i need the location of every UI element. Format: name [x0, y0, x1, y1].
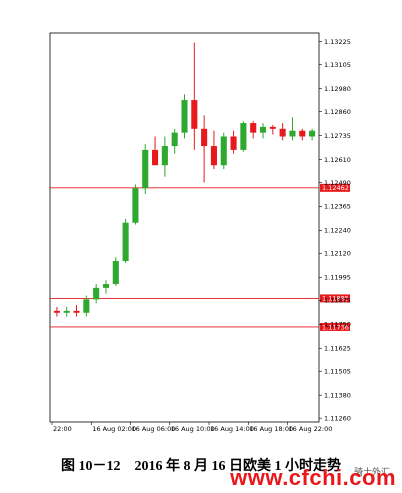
- candle: [73, 305, 80, 317]
- candle: [171, 128, 178, 154]
- candle-body: [83, 299, 90, 313]
- candle-body: [142, 149, 149, 189]
- y-tick-label: 1.11505: [324, 368, 351, 376]
- candle: [220, 132, 227, 170]
- candle: [152, 136, 159, 166]
- candle-body: [171, 132, 178, 147]
- candle-body: [250, 123, 257, 133]
- candle-body: [230, 136, 237, 150]
- y-tick-label: 1.11380: [324, 391, 351, 399]
- candle-body: [93, 287, 100, 300]
- candle: [63, 307, 70, 317]
- candle-body: [161, 146, 168, 166]
- candle-body: [259, 126, 267, 133]
- y-tick-label: 1.11750: [324, 321, 351, 329]
- watermark-tag: 骑士外汇: [353, 468, 390, 478]
- horizontal-levels: 1.12462 1.11885 1.11736: [50, 183, 350, 331]
- candles: [53, 42, 316, 317]
- candle: [122, 218, 129, 263]
- level-tag: [320, 322, 350, 331]
- y-tick-label: 1.12610: [324, 156, 351, 164]
- y-tick-label: 1.12980: [324, 85, 351, 93]
- candle: [230, 130, 237, 154]
- y-tick-label: 1.11625: [324, 345, 351, 353]
- plot-area: [49, 32, 320, 423]
- candle-body: [181, 100, 188, 133]
- y-tick-label: 1.12365: [324, 203, 351, 211]
- candle: [93, 284, 100, 304]
- candle-body: [309, 130, 316, 137]
- candle-body: [152, 149, 159, 166]
- candle-body: [63, 310, 70, 313]
- candle: [309, 128, 316, 141]
- level-tag: [320, 294, 350, 303]
- y-tick-label: 1.12860: [324, 108, 351, 116]
- candle: [191, 42, 198, 150]
- y-axis: 1.13225 1.13105 1.12980 1.12860 1.12735 1.126…: [319, 38, 351, 422]
- candle-body: [279, 128, 286, 137]
- x-tick-label: 16 Aug 22:00: [289, 425, 333, 433]
- level-label: 1.11736: [322, 323, 349, 331]
- level-tag: [320, 183, 350, 192]
- candle: [210, 130, 217, 170]
- candle: [201, 115, 208, 183]
- candle-body: [220, 136, 227, 166]
- candle-body: [240, 123, 247, 150]
- y-tick-label: 1.12240: [324, 227, 351, 235]
- y-tick-label: 1.12490: [324, 179, 351, 187]
- candle: [269, 124, 276, 135]
- candle: [112, 257, 119, 286]
- candle-body: [289, 130, 296, 137]
- y-tick-label: 1.12120: [324, 250, 351, 258]
- candle: [132, 184, 139, 225]
- y-tick-label: 1.11260: [324, 414, 351, 422]
- x-tick-label: 16 Aug 10:00: [171, 425, 215, 433]
- figure-caption: 图 10－12 2016 年 8 月 16 日欧美 1 小时走势: [61, 459, 341, 474]
- candle-body: [269, 126, 276, 129]
- candle-body: [122, 222, 129, 262]
- candle-body: [191, 100, 198, 129]
- x-tick-label: 16 Aug 06:00: [132, 425, 176, 433]
- x-tick-label: 22:00: [53, 425, 72, 433]
- candle: [259, 123, 267, 139]
- candle: [102, 280, 110, 294]
- candle-body: [53, 310, 60, 313]
- candle-body: [299, 130, 306, 137]
- x-tick-label: 16 Aug 02:00: [92, 425, 136, 433]
- y-tick-label: 1.11995: [324, 274, 351, 282]
- candle-body: [210, 146, 217, 166]
- candle: [161, 136, 168, 177]
- candle: [142, 144, 149, 194]
- candle: [289, 117, 296, 141]
- candle: [53, 307, 60, 317]
- candle-body: [73, 310, 80, 313]
- candle: [299, 128, 306, 141]
- y-tick-label: 1.11875: [324, 297, 351, 305]
- candle: [181, 94, 188, 139]
- watermark-url: www.cfchi.com: [230, 465, 396, 490]
- candle-body: [112, 261, 119, 285]
- candle: [83, 295, 90, 317]
- y-tick-label: 1.13105: [324, 61, 351, 69]
- level-label: 1.11885: [322, 295, 349, 303]
- candle-body: [102, 284, 110, 288]
- x-tick-label: 16 Aug 18:00: [249, 425, 293, 433]
- x-tick-label: 16 Aug 14:00: [210, 425, 254, 433]
- candlestick-chart: 1.12462 1.11885 1.11736 1.13225 1.13105 1.12…: [49, 32, 351, 433]
- y-tick-label: 1.13225: [324, 38, 351, 46]
- level-label: 1.12462: [322, 184, 349, 192]
- candle-body: [201, 128, 208, 147]
- y-tick-label: 1.12735: [324, 132, 351, 140]
- candle: [250, 121, 257, 139]
- candle: [240, 121, 247, 152]
- candle: [279, 123, 286, 141]
- candle-body: [132, 188, 139, 223]
